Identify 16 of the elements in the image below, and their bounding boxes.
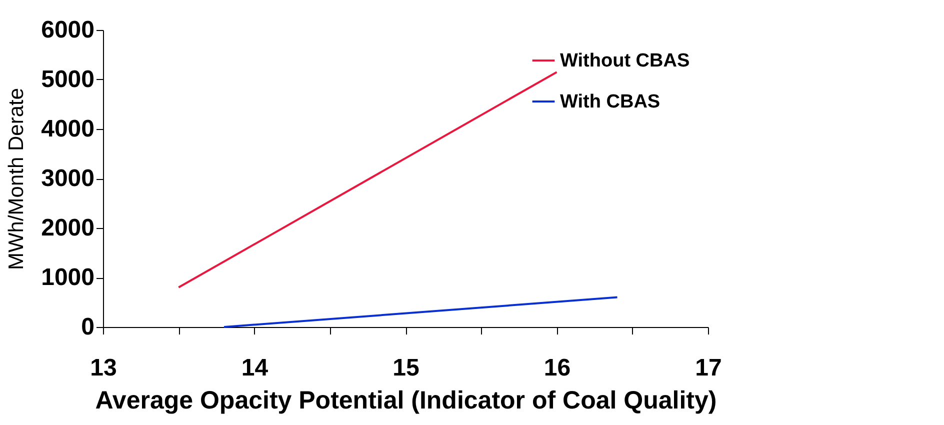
x-tick-label: 17 (695, 354, 722, 382)
y-tick-label: 2000 (41, 214, 94, 242)
y-axis-title: MWh/Month Derate (5, 88, 28, 270)
y-tick-label: 4000 (41, 116, 94, 142)
y-tick-label: 5000 (41, 66, 94, 93)
x-tick-label: 13 (90, 354, 117, 382)
legend-label: With CBAS (560, 92, 660, 112)
x-axis-title: Average Opacity Potential (Indicator of Coal Quality) (95, 386, 717, 414)
y-tick-label: 0 (81, 314, 94, 340)
x-tick-label: 14 (241, 354, 269, 382)
y-tick-label: 1000 (41, 264, 94, 291)
x-tick-label: 16 (544, 354, 571, 382)
y-tick-label: 3000 (41, 165, 94, 192)
x-tick-label: 15 (392, 354, 420, 382)
legend-label: Without CBAS (560, 50, 690, 72)
y-tick-label: 6000 (41, 16, 94, 44)
